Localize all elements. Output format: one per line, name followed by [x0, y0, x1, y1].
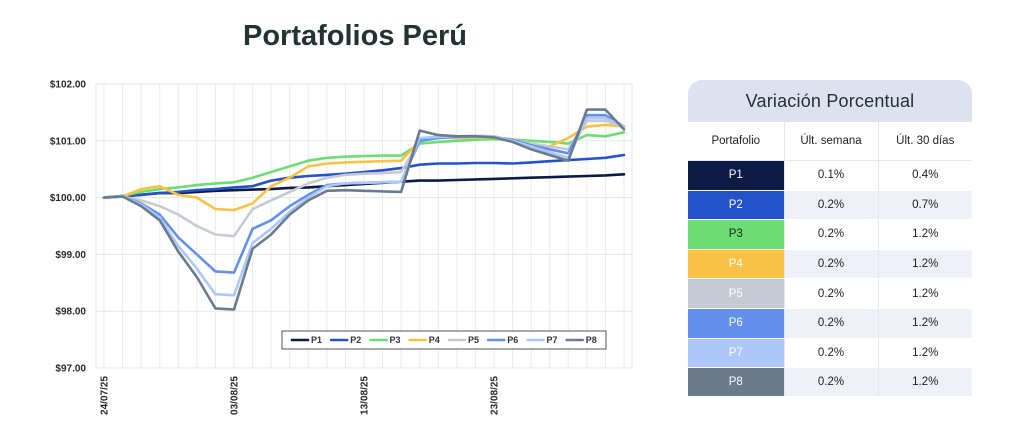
- week-change-cell: 0.1%: [783, 160, 878, 191]
- week-change-cell: 0.2%: [783, 278, 878, 309]
- series-layer: [102, 108, 626, 311]
- legend-label: P1: [311, 335, 322, 345]
- series-line-p3: [102, 131, 626, 199]
- legend-label: P4: [429, 335, 440, 345]
- month-change-cell: 1.2%: [877, 308, 972, 339]
- month-change-cell: 1.2%: [877, 219, 972, 250]
- month-change-cell: 1.2%: [877, 249, 972, 280]
- y-tick-label: $102.00: [50, 80, 87, 91]
- table-header-row: Portafolio Últ. semana Últ. 30 días: [688, 122, 972, 161]
- portfolio-cell: P5: [688, 278, 784, 309]
- chart-title: Portafolios Perú: [243, 20, 467, 52]
- portfolio-cell: P2: [688, 190, 784, 221]
- table-row: P8 0.2% 1.2%: [688, 367, 972, 396]
- table-row: P3 0.2% 1.2%: [688, 219, 972, 250]
- table-row: P7 0.2% 1.2%: [688, 338, 972, 369]
- series-line-p2: [102, 153, 626, 199]
- week-change-cell: 0.2%: [783, 367, 878, 396]
- x-tick-label: 24/07/25: [100, 376, 111, 415]
- x-tick-label: 13/08/25: [360, 376, 371, 415]
- month-change-cell: 1.2%: [877, 278, 972, 309]
- month-change-cell: 1.2%: [877, 338, 972, 369]
- legend-label: P8: [586, 335, 597, 345]
- month-change-cell: 1.2%: [877, 367, 972, 396]
- series-line-p7: [102, 116, 626, 297]
- week-change-cell: 0.2%: [783, 308, 878, 339]
- y-tick-label: $98.00: [55, 307, 86, 318]
- x-tick-label: 03/08/25: [230, 376, 241, 415]
- week-change-cell: 0.2%: [783, 249, 878, 280]
- portfolio-cell: P3: [688, 219, 784, 250]
- week-change-cell: 0.2%: [783, 219, 878, 250]
- header-ult-30-dias: Últ. 30 días: [877, 122, 972, 161]
- month-change-cell: 0.7%: [877, 190, 972, 221]
- portfolio-cell: P8: [688, 367, 784, 396]
- axis-layer: $97.00 $98.00 $99.00 $100.00 $101.00 $102.00 2…: [50, 80, 501, 415]
- legend-box: [281, 330, 607, 350]
- y-tick-label: $97.00: [55, 364, 86, 375]
- y-tick-label: $101.00: [50, 136, 87, 147]
- week-change-cell: 0.2%: [783, 190, 878, 221]
- legend-label: P6: [507, 335, 518, 345]
- plot-border: [95, 83, 633, 369]
- series-line-p5: [102, 119, 626, 238]
- legend-label: P2: [350, 335, 361, 345]
- grid-layer: [95, 83, 633, 369]
- y-tick-label: $99.00: [55, 250, 86, 261]
- chart-legend: P1 P2 P3 P4 P5 P6 P7 P8: [281, 330, 607, 350]
- variation-table-card: Variación Porcentual Portafolio Últ. sem…: [688, 80, 972, 396]
- table-row: P4 0.2% 1.2%: [688, 249, 972, 280]
- portfolio-cell: P6: [688, 308, 784, 339]
- header-portafolio: Portafolio: [688, 122, 784, 161]
- header-ult-semana: Últ. semana: [783, 122, 878, 161]
- legend-label: P7: [547, 335, 558, 345]
- portfolio-cell: P4: [688, 249, 784, 280]
- legend-label: P5: [468, 335, 479, 345]
- legend-label: P3: [390, 335, 401, 345]
- line-chart: $97.00 $98.00 $99.00 $100.00 $101.00 $102.00 2…: [50, 80, 633, 415]
- y-tick-label: $100.00: [50, 193, 87, 204]
- table-row: P5 0.2% 1.2%: [688, 278, 972, 309]
- table-row: P2 0.2% 0.7%: [688, 190, 972, 221]
- portfolio-cell: P7: [688, 338, 784, 369]
- portfolio-cell: P1: [688, 160, 784, 191]
- month-change-cell: 0.4%: [877, 160, 972, 191]
- table-title: Variación Porcentual: [688, 80, 972, 122]
- variation-table: Portafolio Últ. semana Últ. 30 días P1 0.…: [688, 122, 972, 396]
- x-tick-label: 23/08/25: [490, 376, 501, 415]
- week-change-cell: 0.2%: [783, 338, 878, 369]
- table-row: P1 0.1% 0.4%: [688, 160, 972, 191]
- table-row: P6 0.2% 1.2%: [688, 308, 972, 339]
- series-line-p8: [102, 108, 626, 311]
